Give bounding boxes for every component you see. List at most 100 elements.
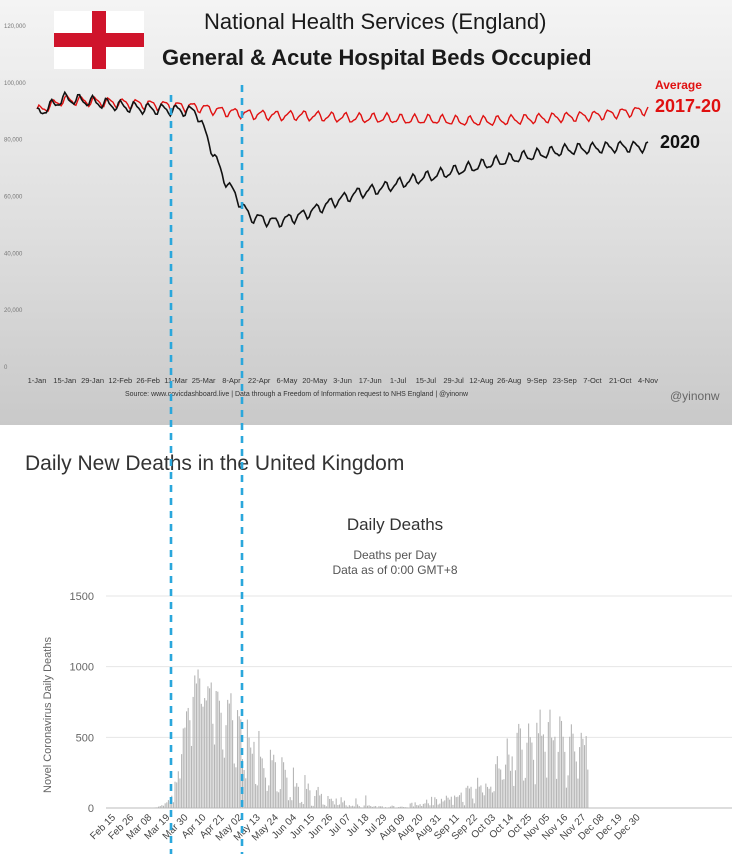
death-bar xyxy=(294,786,296,808)
death-bar xyxy=(258,730,260,808)
death-bar xyxy=(302,804,304,808)
author-handle: @yinonw xyxy=(670,389,720,403)
top-x-tick-label: 21-Oct xyxy=(609,376,632,385)
death-bar xyxy=(373,806,375,808)
death-bar xyxy=(286,777,288,808)
death-bar xyxy=(526,742,528,808)
death-bar xyxy=(182,728,184,808)
average-2017-20-line xyxy=(36,93,649,127)
top-x-tick-label: 6-May xyxy=(277,376,298,385)
death-bar xyxy=(583,745,586,808)
death-bar xyxy=(559,716,561,808)
death-bar xyxy=(422,803,424,808)
death-bar xyxy=(505,764,507,808)
death-bar xyxy=(353,806,355,808)
death-bar xyxy=(539,709,541,808)
death-bar xyxy=(486,786,489,808)
2020-line xyxy=(36,90,649,229)
death-bar xyxy=(283,762,285,808)
death-bar xyxy=(169,801,171,808)
death-bar xyxy=(388,807,390,808)
death-bar xyxy=(222,749,224,808)
death-bar xyxy=(186,711,188,808)
death-bar xyxy=(340,797,342,808)
death-bar xyxy=(299,802,301,808)
death-bar xyxy=(310,805,313,808)
death-bar xyxy=(449,799,451,808)
death-bar xyxy=(431,796,433,808)
death-bar xyxy=(287,800,290,808)
death-bar xyxy=(307,783,309,808)
death-bar xyxy=(352,805,354,808)
death-bar xyxy=(192,696,194,808)
death-bar xyxy=(452,804,454,808)
death-bar xyxy=(355,798,357,808)
death-bar xyxy=(401,806,403,808)
death-bar xyxy=(317,786,319,808)
death-bar xyxy=(467,785,469,808)
death-bar xyxy=(585,736,587,808)
death-bar xyxy=(223,757,225,808)
death-bar xyxy=(501,779,503,808)
bottom-gridlines xyxy=(106,595,732,809)
death-bar xyxy=(205,700,207,808)
death-bar xyxy=(167,800,170,808)
death-bar xyxy=(542,734,544,808)
death-bar xyxy=(577,778,579,808)
death-bar xyxy=(240,719,242,808)
death-bar xyxy=(279,789,281,808)
death-bar xyxy=(171,795,173,808)
death-bar xyxy=(238,716,240,808)
death-bar xyxy=(427,803,429,808)
death-bar xyxy=(236,710,239,808)
death-bar xyxy=(357,804,359,808)
death-bar xyxy=(480,785,482,808)
death-bar xyxy=(273,754,275,808)
death-bar xyxy=(366,805,368,808)
bottom-y-tick-label: 500 xyxy=(76,732,94,744)
death-bar xyxy=(582,738,584,808)
death-bar xyxy=(412,806,415,808)
death-bar xyxy=(217,691,219,808)
death-bar xyxy=(210,682,212,808)
death-bar xyxy=(204,698,206,808)
death-bar xyxy=(491,792,493,808)
bottom-y-tick-label: 1000 xyxy=(70,662,94,674)
death-bar xyxy=(378,806,380,808)
death-bar xyxy=(202,706,204,808)
death-bar xyxy=(268,785,270,808)
death-bar xyxy=(179,778,181,808)
death-bar xyxy=(255,783,257,808)
death-bar xyxy=(508,754,510,808)
death-bar xyxy=(462,801,464,808)
flag-cross-horizontal xyxy=(54,33,144,47)
death-bar xyxy=(580,732,582,808)
death-bar xyxy=(358,806,360,808)
top-y-tick-label: 80,000 xyxy=(4,138,23,144)
top-x-tick-label: 9-Sep xyxy=(527,376,547,385)
top-x-tick-label: 22-Apr xyxy=(248,376,271,385)
top-x-tick-label: 26-Aug xyxy=(497,376,521,385)
death-bar xyxy=(409,803,411,808)
death-bar xyxy=(519,728,521,808)
top-x-tick-label: 12-Feb xyxy=(108,376,132,385)
death-bar xyxy=(250,747,252,808)
death-bar xyxy=(554,736,556,808)
death-bar xyxy=(325,806,327,808)
top-x-tick-label: 15-Jan xyxy=(53,376,76,385)
death-bar xyxy=(483,795,485,808)
death-bar xyxy=(297,786,299,808)
death-bar xyxy=(301,801,303,808)
death-bar xyxy=(547,722,549,808)
top-x-axis: 1-Jan 15-Jan 29-Jan 12-Feb 26-Feb 11-Mar 25-Ma… xyxy=(28,376,659,385)
death-bar xyxy=(314,795,316,808)
death-bar xyxy=(156,807,158,808)
death-bar xyxy=(470,786,472,808)
death-bar xyxy=(329,798,331,808)
death-bar xyxy=(396,807,398,808)
death-bar xyxy=(248,737,250,808)
top-x-tick-label: 3-Jun xyxy=(333,376,352,385)
death-bar xyxy=(184,727,186,808)
death-bar xyxy=(292,767,294,808)
